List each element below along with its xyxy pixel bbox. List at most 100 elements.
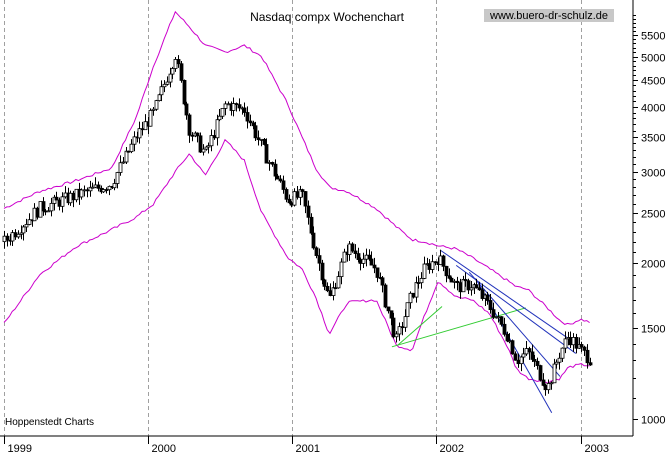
price-body	[132, 136, 137, 145]
price-body	[571, 337, 576, 346]
price-body	[333, 287, 338, 290]
watermark-background	[484, 9, 614, 22]
price-body	[124, 150, 129, 163]
price-body	[104, 189, 109, 191]
price-body	[502, 323, 507, 335]
y-tick-label-3500: 3500	[641, 133, 665, 145]
price-body	[165, 81, 170, 85]
price-body	[93, 184, 98, 188]
price-body	[57, 199, 62, 207]
price-body	[253, 125, 258, 139]
price-body	[314, 247, 319, 256]
price-body	[505, 333, 510, 342]
price-body	[21, 226, 26, 234]
price-body	[300, 189, 305, 192]
price-body	[170, 68, 175, 75]
price-body	[273, 163, 278, 177]
price-body	[582, 346, 587, 351]
trendline-blue-2	[439, 249, 577, 344]
price-body	[367, 254, 372, 260]
price-body	[24, 224, 29, 228]
price-body	[71, 192, 76, 201]
price-body	[49, 202, 54, 212]
price-body	[546, 383, 551, 391]
price-body	[408, 292, 413, 304]
price-body	[519, 356, 524, 365]
y-tick-label-5500: 5500	[641, 31, 665, 43]
y-tick-label-2000: 2000	[641, 259, 665, 271]
price-body	[510, 340, 515, 355]
price-body	[466, 280, 471, 291]
price-body	[403, 316, 408, 328]
price-body	[336, 276, 341, 289]
watermark-text: www.buero-dr-schulz.de	[489, 10, 608, 22]
price-body	[162, 83, 167, 88]
price-body	[543, 384, 548, 391]
price-body	[206, 145, 211, 148]
price-body	[521, 353, 526, 358]
price-body	[391, 317, 396, 338]
price-body	[292, 191, 297, 206]
price-body	[394, 333, 399, 338]
price-body	[441, 255, 446, 267]
price-body	[339, 261, 344, 278]
price-body	[356, 253, 361, 260]
price-body	[112, 183, 117, 189]
price-body	[85, 189, 90, 192]
bollinger-bands	[3, 10, 590, 384]
price-body	[151, 108, 156, 111]
trendline-green-0	[391, 307, 526, 348]
price-body	[209, 135, 214, 147]
x-axis: 1999 2000 2001 2002 2003	[4, 436, 609, 455]
price-body	[10, 232, 15, 242]
price-body	[137, 128, 142, 139]
price-bars	[2, 55, 593, 396]
price-body	[182, 80, 187, 105]
price-body	[322, 279, 327, 287]
price-body	[530, 351, 535, 360]
price-body	[303, 191, 308, 207]
price-body	[560, 347, 565, 359]
price-body	[121, 161, 126, 164]
price-body	[389, 310, 394, 319]
source-label: Hoppenstedt Charts	[5, 417, 94, 428]
price-body	[179, 63, 184, 81]
price-body	[331, 287, 336, 296]
price-body	[256, 137, 261, 141]
y-tick-label-4500: 4500	[641, 76, 665, 88]
price-body	[430, 261, 435, 270]
price-body	[195, 132, 200, 137]
price-body	[264, 144, 269, 164]
price-body	[41, 201, 46, 212]
price-body	[27, 219, 32, 225]
price-body	[140, 128, 145, 131]
price-body	[281, 180, 286, 190]
price-body	[184, 103, 189, 116]
vertical-gridlines	[4, 0, 582, 436]
price-body	[275, 175, 280, 180]
price-body	[148, 110, 153, 127]
price-body	[507, 340, 512, 343]
price-body	[129, 143, 134, 153]
price-body	[557, 357, 562, 363]
price-body	[372, 264, 377, 269]
price-body	[262, 138, 267, 145]
price-body	[411, 292, 416, 298]
price-body	[461, 279, 466, 293]
price-body	[380, 277, 385, 286]
price-body	[220, 107, 225, 117]
y-axis: 1000 1500 2000 2500 3000 3500 4000 4500 5000 5500	[633, 15, 665, 427]
price-body	[527, 348, 532, 353]
price-body	[364, 254, 369, 260]
y-tick-label-5000: 5000	[641, 53, 665, 65]
price-body	[477, 287, 482, 291]
price-body	[585, 349, 590, 364]
price-body	[325, 285, 330, 292]
price-body	[287, 198, 292, 204]
price-body	[248, 120, 253, 124]
price-body	[449, 277, 454, 283]
price-body	[231, 103, 236, 111]
y-tick-label-1000: 1000	[641, 415, 665, 427]
price-body	[358, 259, 363, 264]
price-body	[485, 294, 490, 301]
